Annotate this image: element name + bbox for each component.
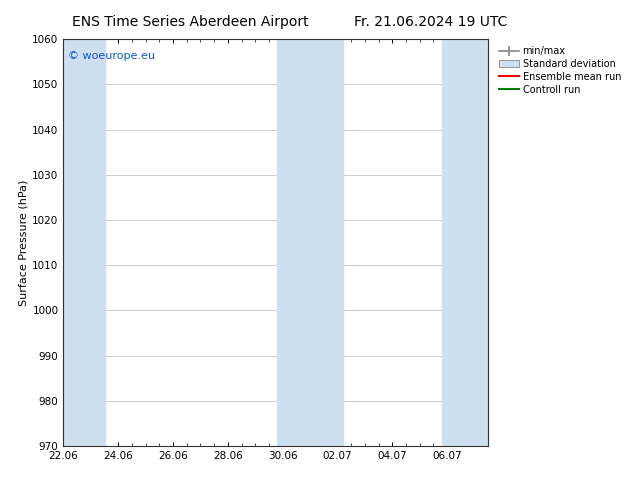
Bar xyxy=(277,39,343,446)
Text: ENS Time Series Aberdeen Airport: ENS Time Series Aberdeen Airport xyxy=(72,15,309,29)
Text: © woeurope.eu: © woeurope.eu xyxy=(68,51,155,61)
Y-axis label: Surface Pressure (hPa): Surface Pressure (hPa) xyxy=(18,179,28,306)
Text: Fr. 21.06.2024 19 UTC: Fr. 21.06.2024 19 UTC xyxy=(354,15,508,29)
Bar xyxy=(63,39,105,446)
Bar xyxy=(442,39,488,446)
Legend: min/max, Standard deviation, Ensemble mean run, Controll run: min/max, Standard deviation, Ensemble me… xyxy=(497,44,623,97)
